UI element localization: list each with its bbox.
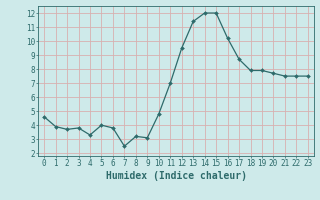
X-axis label: Humidex (Indice chaleur): Humidex (Indice chaleur): [106, 171, 246, 181]
